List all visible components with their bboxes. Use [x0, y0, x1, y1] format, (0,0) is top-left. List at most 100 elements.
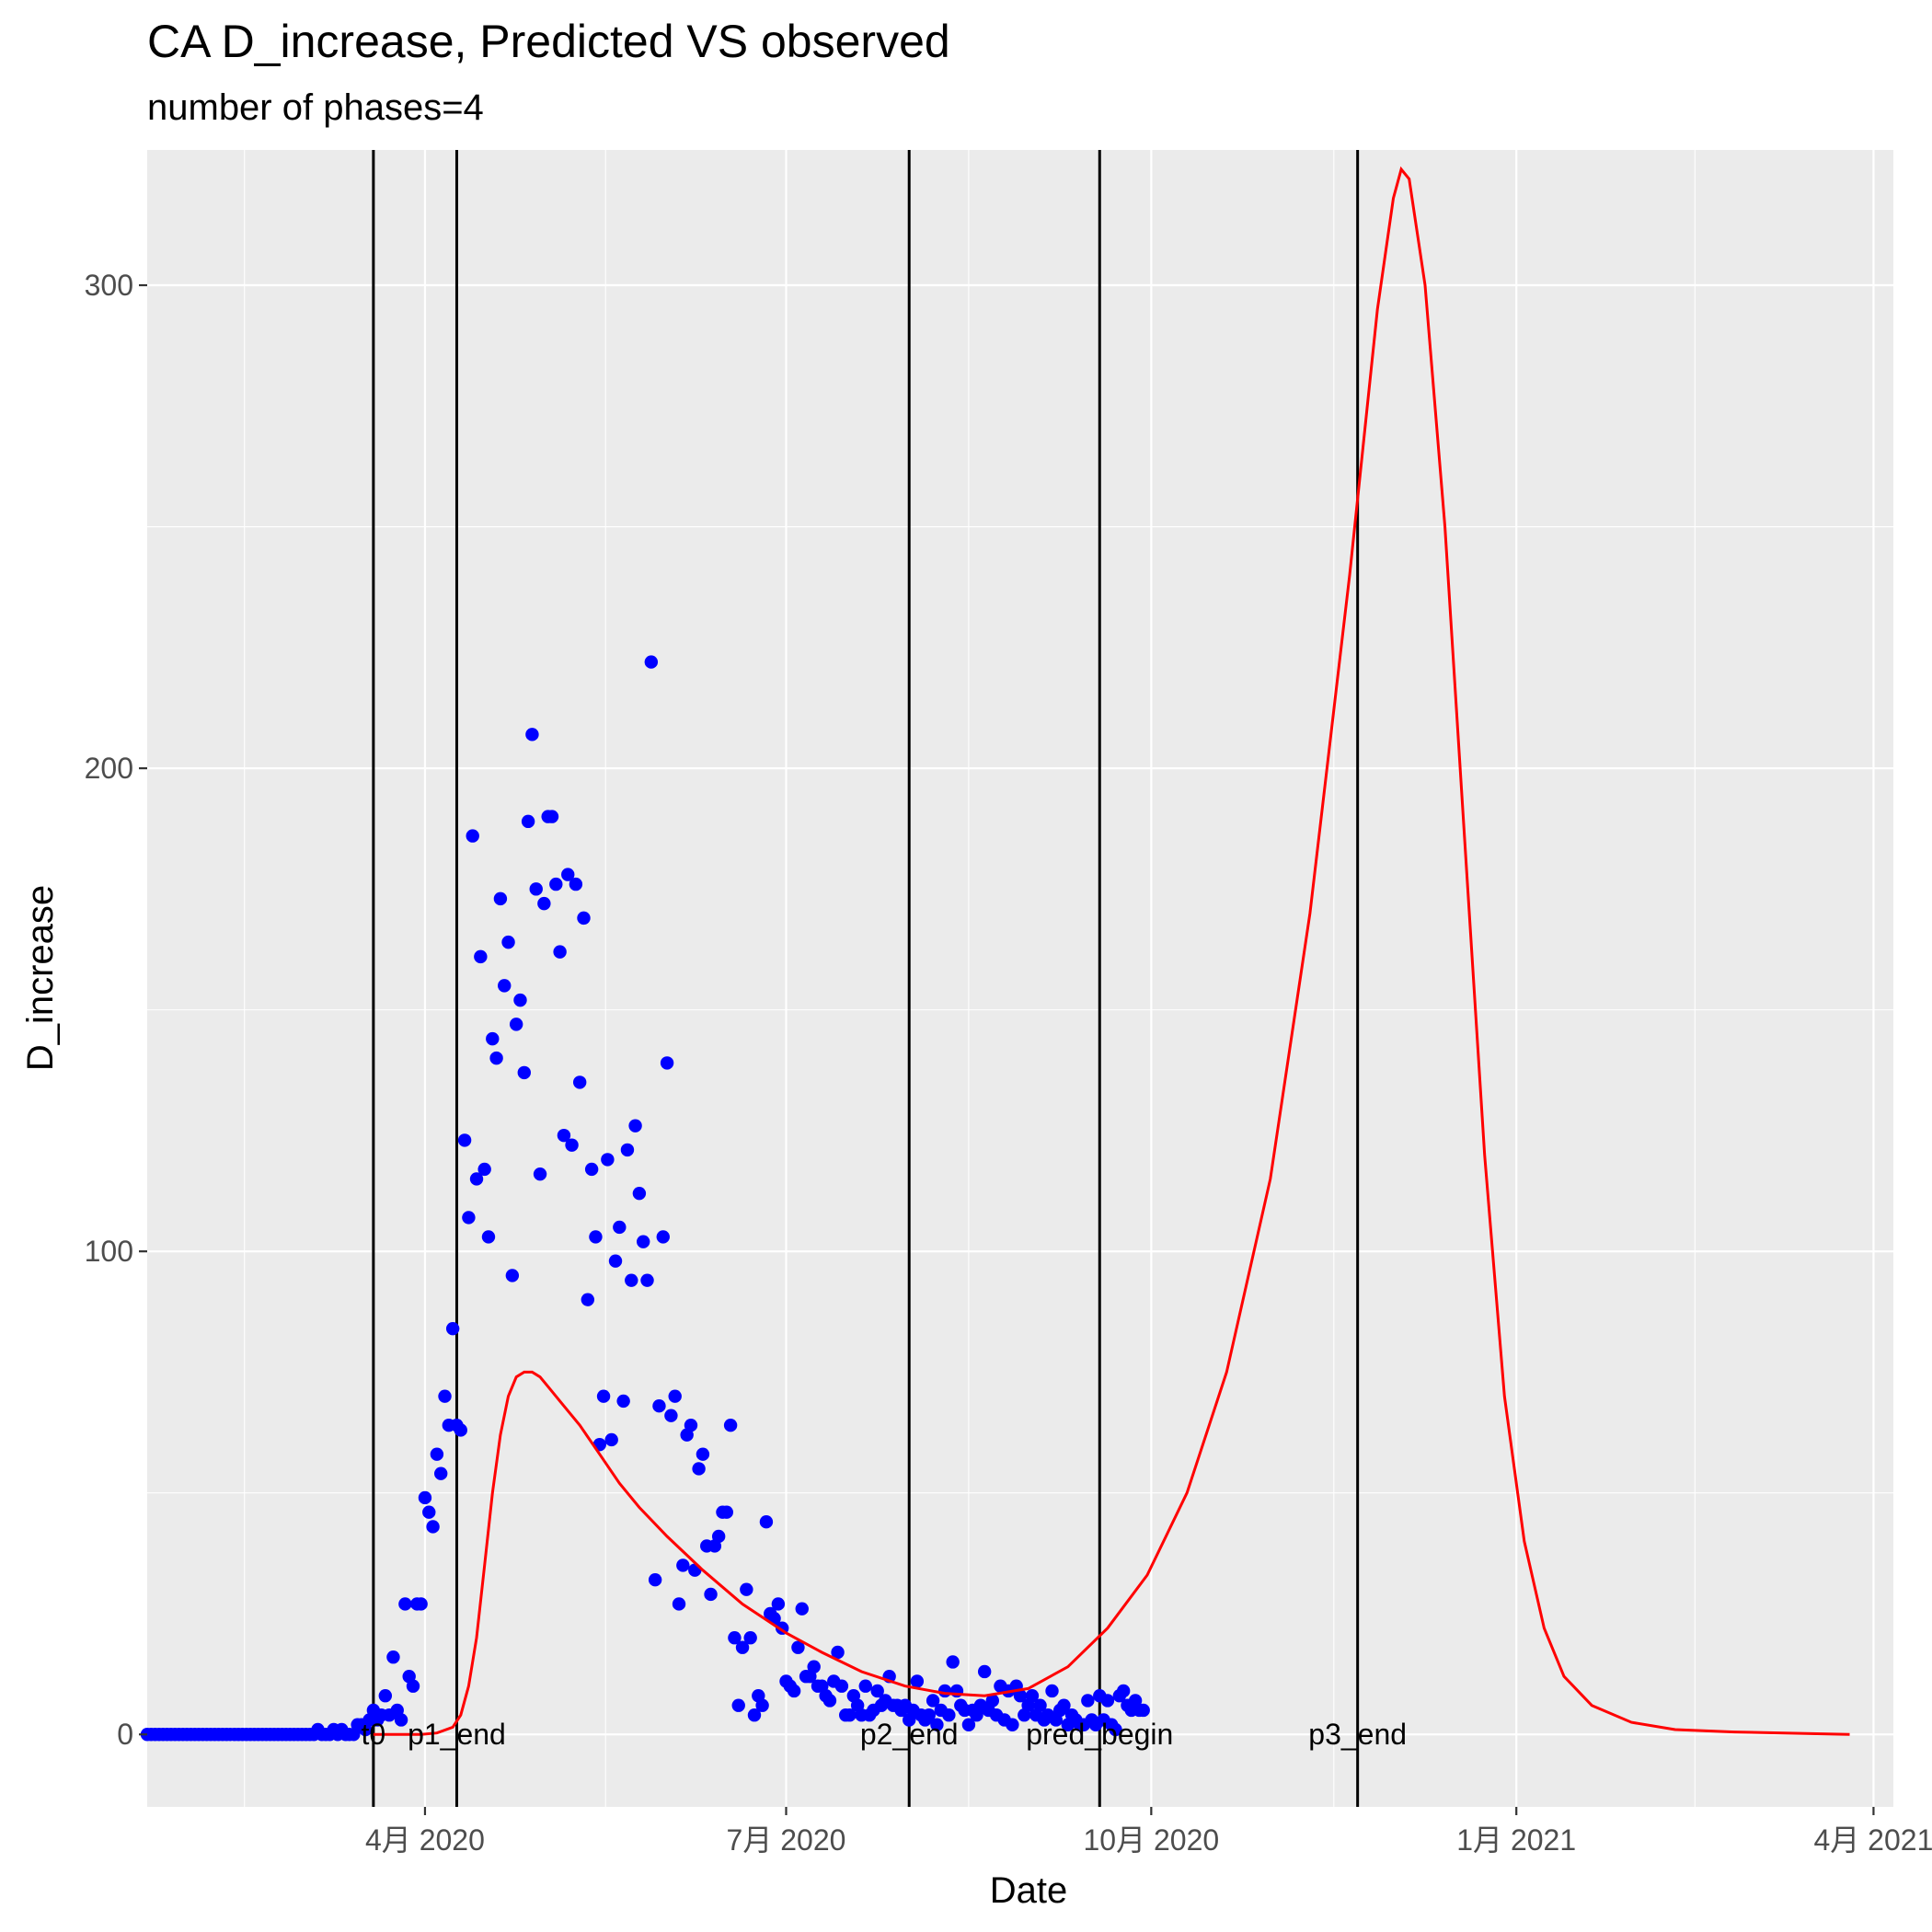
plot-panel: [147, 150, 1893, 1807]
observed-point: [498, 979, 512, 993]
observed-point: [807, 1660, 821, 1673]
observed-point: [613, 1220, 627, 1235]
observed-point: [759, 1515, 774, 1529]
x-tick-label: 10月 2020: [1084, 1823, 1220, 1857]
observed-point: [771, 1597, 786, 1611]
observed-point: [1057, 1698, 1071, 1712]
observed-point: [985, 1694, 1000, 1708]
observed-point: [834, 1679, 849, 1693]
x-axis-title: Date: [990, 1870, 1068, 1911]
observed-point: [822, 1694, 837, 1708]
observed-point: [438, 1389, 452, 1403]
observed-point: [1116, 1684, 1131, 1698]
observed-point: [608, 1254, 623, 1268]
observed-point: [1081, 1694, 1095, 1708]
major-gridlines: [147, 150, 1893, 1807]
observed-point: [719, 1505, 733, 1519]
observed-point: [529, 882, 543, 896]
observed-point: [434, 1466, 448, 1480]
observed-point: [743, 1631, 757, 1645]
observed-point: [481, 1230, 496, 1244]
observed-point: [430, 1447, 444, 1461]
observed-point: [561, 868, 575, 881]
observed-point: [628, 1119, 642, 1133]
observed-points: [140, 655, 1150, 1742]
observed-point: [637, 1235, 650, 1248]
observed-point: [1109, 1722, 1122, 1737]
observed-point: [513, 993, 527, 1007]
observed-point: [723, 1418, 738, 1432]
observed-point: [640, 1273, 654, 1287]
observed-point: [696, 1447, 710, 1461]
x-axis: 4月 2020 7月 2020 10月 2020 1月 2021 4月 2021: [365, 1807, 1932, 1857]
observed-point: [469, 1172, 484, 1186]
observed-point: [930, 1718, 944, 1731]
observed-point: [672, 1597, 686, 1611]
observed-point: [501, 935, 515, 949]
phase-label: p2_end: [860, 1718, 959, 1751]
observed-point: [445, 1321, 460, 1336]
observed-point: [1045, 1684, 1059, 1698]
observed-point: [569, 877, 583, 891]
observed-point: [572, 1075, 587, 1089]
observed-point: [553, 945, 567, 959]
observed-point: [557, 1128, 571, 1143]
observed-point: [1025, 1689, 1040, 1703]
observed-point: [426, 1520, 440, 1534]
observed-point: [462, 1211, 476, 1225]
observed-point: [596, 1389, 611, 1403]
y-axis: 0 100 200 300: [85, 269, 147, 1751]
y-tick-label: 0: [117, 1718, 133, 1751]
phase-label: p3_end: [1308, 1718, 1407, 1751]
observed-point: [620, 1143, 635, 1157]
observed-point: [454, 1423, 467, 1437]
observed-point: [533, 1167, 547, 1181]
observed-point: [858, 1679, 872, 1693]
y-tick-label: 200: [85, 752, 133, 785]
observed-point: [937, 1684, 952, 1698]
observed-point: [418, 1490, 432, 1505]
observed-point: [684, 1418, 698, 1432]
observed-point: [505, 1269, 520, 1282]
phase-label: p1_end: [408, 1718, 506, 1751]
minor-gridlines: [147, 150, 1893, 1807]
y-axis-title: D_increase: [20, 885, 61, 1071]
observed-point: [584, 1162, 599, 1177]
x-tick-label: 1月 2021: [1456, 1823, 1576, 1857]
observed-point: [406, 1679, 420, 1693]
observed-point: [831, 1645, 845, 1660]
observed-point: [711, 1529, 726, 1544]
observed-point: [795, 1602, 809, 1616]
observed-point: [910, 1674, 925, 1688]
observed-point: [604, 1432, 618, 1447]
observed-point: [632, 1186, 647, 1201]
phase-label: pred_begin: [1026, 1718, 1173, 1751]
predicted-line: [373, 166, 1850, 1736]
observed-point: [961, 1718, 976, 1731]
observed-point: [565, 1138, 579, 1152]
y-tick-label: 100: [85, 1235, 133, 1268]
chart-title: CA D_increase, Predicted VS observed: [147, 16, 950, 67]
observed-point: [922, 1708, 936, 1722]
observed-point: [704, 1587, 718, 1602]
observed-point: [1006, 1718, 1019, 1731]
observed-point: [747, 1708, 762, 1722]
observed-point: [660, 1056, 674, 1070]
observed-point: [474, 949, 488, 964]
observed-point: [676, 1558, 690, 1572]
observed-point: [1013, 1689, 1028, 1703]
observed-point: [525, 728, 539, 742]
observed-point: [791, 1640, 805, 1654]
observed-point: [577, 911, 591, 926]
observed-point: [581, 1293, 595, 1306]
x-tick-label: 7月 2020: [727, 1823, 846, 1857]
observed-point: [422, 1505, 436, 1519]
observed-point: [740, 1582, 753, 1596]
observed-point: [870, 1684, 884, 1698]
observed-point: [644, 655, 659, 669]
observed-point: [728, 1631, 742, 1645]
observed-point: [735, 1640, 750, 1654]
observed-point: [942, 1708, 956, 1722]
observed-point: [787, 1684, 801, 1698]
